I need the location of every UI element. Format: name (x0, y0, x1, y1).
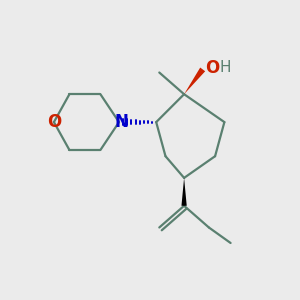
Polygon shape (182, 178, 187, 206)
Text: H: H (220, 60, 231, 75)
Text: N: N (115, 113, 128, 131)
Text: O: O (47, 113, 61, 131)
Polygon shape (184, 68, 205, 94)
Text: O: O (205, 59, 219, 77)
